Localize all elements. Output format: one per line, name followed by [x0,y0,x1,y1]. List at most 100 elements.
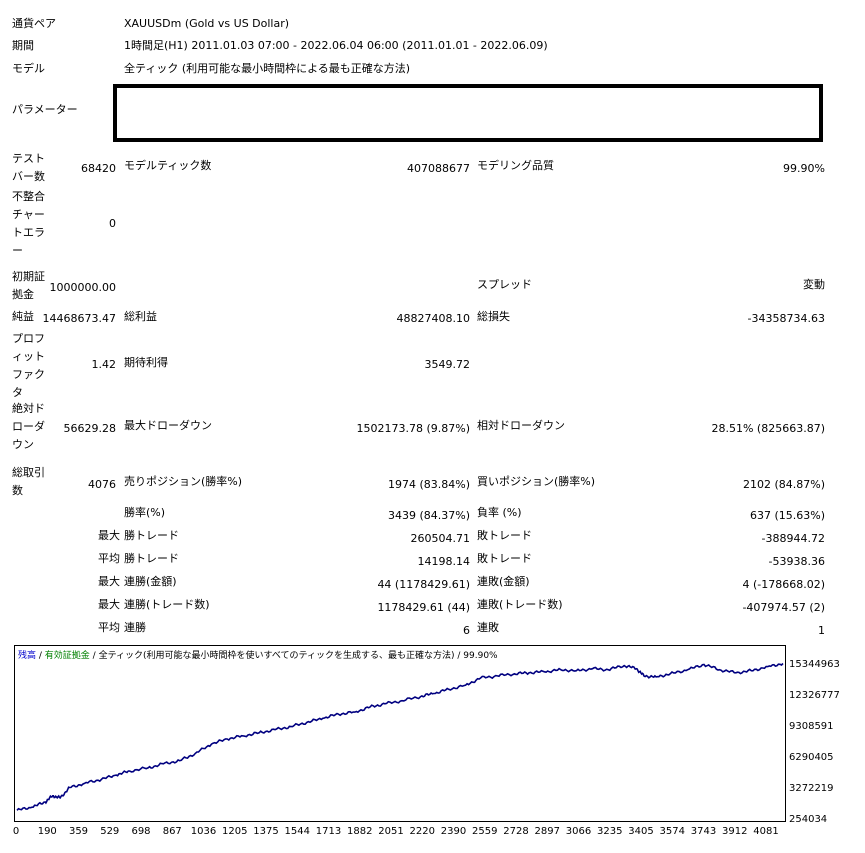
avg-consec-wins-value: 6 [463,624,470,637]
x-tick-label: 3574 [659,826,685,837]
consec-wins-money-label: 連勝(金額) [124,575,177,588]
average-win-label: 勝トレード [124,552,179,565]
average-consec-prefix: 平均 [98,621,120,634]
legend-separator: / [89,651,99,661]
period-label: 期間 [12,39,34,52]
avg-consec-losses-value: 1 [818,624,825,637]
x-tick-label: 4081 [753,826,779,837]
x-tick-label: 0 [12,826,20,837]
model-value: 全ティック (利用可能な最小時間枠による最も正確な方法) [124,62,411,75]
avg-consec-wins-label: 連勝 [124,621,146,634]
deposit-label: 初期証拠金 [12,270,45,301]
expected-payoff-label: 期待利得 [124,356,168,369]
symbol-label: 通貨ペア [12,17,56,30]
netprofit-label: 純益 [12,310,34,323]
short-positions-value: 1974 (83.84%) [387,478,470,491]
balance-series-line [16,662,784,811]
x-tick-label: 529 [100,826,120,837]
period-value: 1時間足(H1) 2011.01.03 07:00 - 2022.06.04 0… [124,39,548,52]
grossprofit-label: 総利益 [124,310,157,323]
absolute-drawdown-value: 56629.28 [63,422,117,435]
largest-loss-label: 敗トレード [477,529,532,542]
y-tick-label: 254034 [789,814,828,825]
x-tick-label: 359 [68,826,89,837]
average-prefix: 平均 [98,552,120,565]
spread-label: スプレッド [477,278,532,291]
legend-separator: / [454,651,464,661]
y-tick-label: 12326777 [789,690,840,701]
consec-losses-money-label: 連敗(金額) [477,575,530,588]
netprofit-value: 14468673.47 [42,312,116,325]
x-tick-label: 2559 [472,826,498,837]
quality-value: 99.90% [783,162,825,175]
largest-loss-value: -388944.72 [761,532,825,545]
profit-factor-value: 1.42 [91,358,117,371]
consec-losses-trades-value: -407974.57 (2) [742,601,825,614]
consec-wins-money-value: 44 (1178429.61) [377,578,470,591]
parameters-label: パラメーター [12,103,78,116]
symbol-value: XAUUSDm (Gold vs US Dollar) [124,17,290,30]
x-tick-label: 2220 [409,826,435,837]
quality-label: モデリング品質 [477,159,554,172]
largest-prefix: 最大 [98,529,120,542]
grossprofit-value: 48827408.10 [396,312,470,325]
largest-win-value: 260504.71 [410,532,471,545]
chart-legend: 残高 / 有効証拠金 / 全ティック(利用可能な最小時間枠を使いすべてのティック… [18,648,498,661]
x-tick-label: 1036 [190,826,217,837]
bars-value: 68420 [81,162,116,175]
legend-quality: 99.90% [463,651,498,661]
consec-losses-money-value: 4 (-178668.02) [742,578,825,591]
profit-trades-label: 勝率(%) [124,506,166,519]
x-tick-label: 1882 [347,826,373,837]
ticks-label: モデルティック数 [124,159,212,172]
y-tick-label: 3272219 [789,783,834,794]
absolute-drawdown-label: 絶対ドローダウン [12,402,45,451]
total-trades-value: 4076 [88,478,116,491]
average-win-value: 14198.14 [417,555,471,568]
long-positions-label: 買いポジション(勝率%) [477,475,596,488]
legend-separator: / [36,651,45,661]
model-label: モデル [12,62,45,75]
profit-factor-label: プロフィットファクタ [12,332,45,399]
x-tick-label: 3405 [628,826,654,837]
short-positions-label: 売りポジション(勝率%) [124,475,243,488]
x-tick-label: 1713 [315,826,342,837]
balance-chart: 残高 / 有効証拠金 / 全ティック(利用可能な最小時間枠を使いすべてのティック… [14,645,786,822]
loss-trades-value: 637 (15.63%) [749,509,825,522]
x-tick-label: 1205 [222,826,248,837]
x-tick-label: 1544 [284,826,310,837]
y-tick-label: 15344963 [789,659,840,670]
x-tick-label: 698 [131,826,151,837]
expected-payoff-value: 3549.72 [424,358,471,371]
loss-trades-label: 負率 (%) [477,506,522,519]
legend-equity: 有効証拠金 [44,651,90,661]
max-drawdown-value: 1502173.78 (9.87%) [356,422,470,435]
x-tick-label: 1375 [253,826,279,837]
x-tick-label: 3066 [565,826,592,837]
long-positions-value: 2102 (84.87%) [742,478,825,491]
consec-wins-trades-label: 連勝(トレード数) [124,598,210,611]
relative-drawdown-value: 28.51% (825663.87) [711,422,825,435]
x-tick-label: 3235 [597,826,623,837]
y-tick-label: 6290405 [789,752,834,763]
legend-model: 全ティック(利用可能な最小時間枠を使いすべてのティックを生成する、最も正確な方法… [98,651,455,661]
x-tick-label: 190 [37,826,57,837]
parameters-box [113,84,823,142]
mismatch-label: 不整合チャートエラー [12,190,45,257]
legend-balance: 残高 [18,651,37,661]
spread-value: 変動 [803,278,825,291]
relative-drawdown-label: 相対ドローダウン [477,419,565,432]
total-trades-label: 総取引数 [12,466,45,497]
grossloss-value: -34358734.63 [747,312,825,325]
average-loss-label: 敗トレード [477,552,532,565]
grossloss-label: 総損失 [477,310,510,323]
ticks-value: 407088677 [407,162,470,175]
max-consec-trades-prefix: 最大 [98,598,120,611]
profit-trades-value: 3439 (84.37%) [387,509,470,522]
x-tick-label: 2390 [440,826,467,837]
x-tick-label: 2051 [378,826,404,837]
balance-chart-svg [16,662,784,811]
max-consec-money-prefix: 最大 [98,575,120,588]
x-tick-label: 867 [162,826,182,837]
x-tick-label: 3912 [722,826,748,837]
